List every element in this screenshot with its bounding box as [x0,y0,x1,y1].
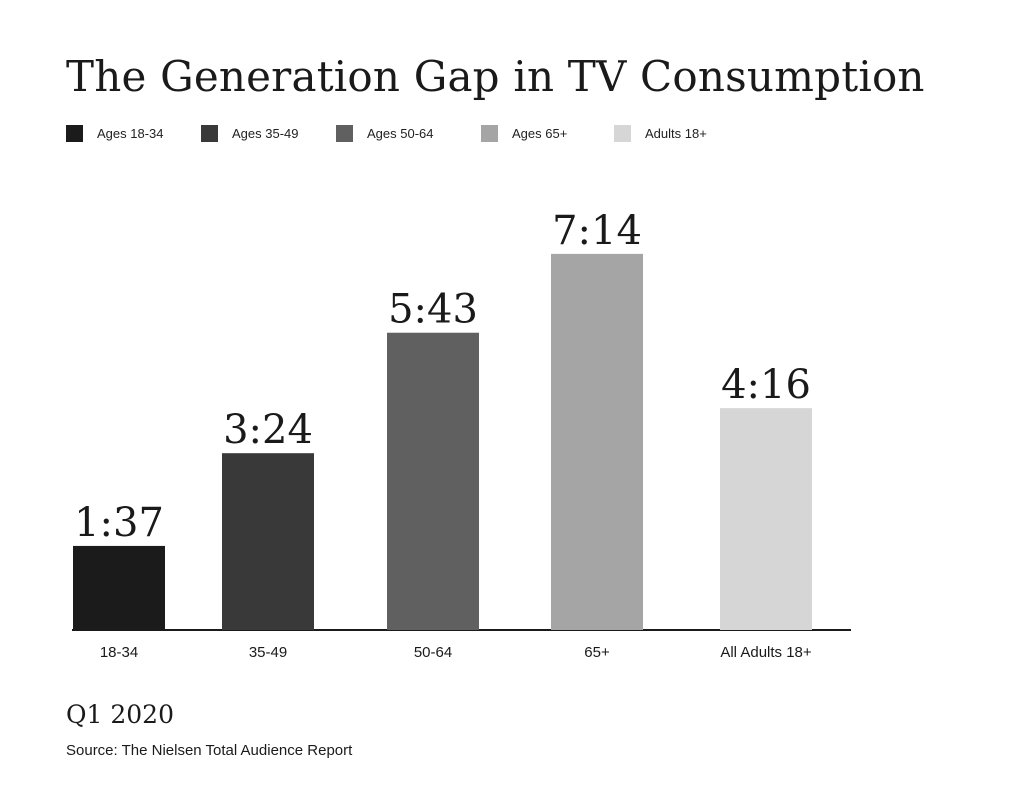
x-tick-label: 50-64 [414,644,452,661]
x-tick-label: 18-34 [100,644,138,661]
bar [720,408,812,630]
footer-period: Q1 2020 [66,700,174,729]
x-tick-label: All Adults 18+ [720,644,812,661]
legend-label: Ages 65+ [512,126,568,141]
legend-item: Adults 18+ [614,125,707,142]
legend-label: Ages 50-64 [367,126,434,141]
legend-item: Ages 50-64 [336,125,434,142]
bar [222,453,314,630]
bar-value-label: 4:16 [721,362,811,408]
legend-label: Ages 35-49 [232,126,299,141]
legend-label: Ages 18-34 [97,126,164,141]
legend-swatch [481,125,498,142]
x-tick-label: 65+ [584,644,610,661]
legend-item: Ages 18-34 [66,125,164,142]
legend-item: Ages 35-49 [201,125,299,142]
chart-title: The Generation Gap in TV Consumption [66,52,925,101]
bar [73,545,165,630]
bar-value-label: 1:37 [74,500,164,546]
bar-value-label: 3:24 [223,407,313,453]
legend-swatch [614,125,631,142]
legend: Ages 18-34 Ages 35-49 Ages 50-64 Ages 65… [0,125,1024,147]
x-tick-label: 35-49 [249,644,287,661]
legend-swatch [201,125,218,142]
legend-label: Adults 18+ [645,126,707,141]
bar-value-label: 7:14 [552,208,642,254]
legend-swatch [336,125,353,142]
legend-item: Ages 65+ [481,125,567,142]
footer-source: Source: The Nielsen Total Audience Repor… [66,742,353,759]
bar [551,253,643,630]
bar-value-label: 5:43 [388,287,478,333]
bar [387,332,479,630]
bar-chart: 1:37 18-34 3:24 35-49 5:43 50-64 7:14 65+ 4:16 Al… [72,208,851,661]
legend-swatch [66,125,83,142]
